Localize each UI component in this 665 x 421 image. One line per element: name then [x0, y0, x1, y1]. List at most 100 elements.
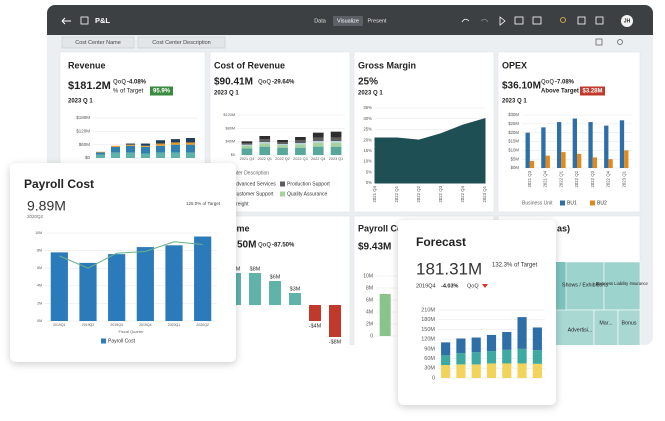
x-tick-label: 2021 Q4 — [240, 157, 255, 161]
x-tick-label: 2019Q2 — [82, 323, 95, 327]
card-title: as) — [557, 223, 570, 233]
back-icon[interactable] — [61, 17, 71, 25]
card-title: Forecast — [416, 235, 466, 249]
redo-icon[interactable] — [480, 18, 489, 23]
treemap-cell[interactable] — [565, 261, 605, 311]
period: 2019Q4 — [416, 283, 436, 289]
bar-segment — [259, 146, 271, 155]
bar-segment — [165, 245, 183, 321]
tab-active — [333, 16, 363, 26]
share-icon[interactable] — [577, 16, 586, 25]
x-tick-label: 2022 Q2 — [574, 170, 579, 187]
legend-label: Quality Assurance — [287, 191, 328, 197]
bar-segment — [486, 351, 497, 364]
y-tick-label: $80M — [226, 126, 236, 130]
bar-segment — [471, 337, 481, 353]
tab[interactable]: Present — [368, 18, 387, 24]
bar-segment — [136, 247, 154, 321]
kpi-value: $36.10M — [502, 81, 541, 92]
kpi-value: 25% — [358, 77, 378, 88]
save-icon[interactable] — [595, 16, 604, 25]
qoq-label: QoQ — [258, 243, 271, 249]
bar-segment — [441, 342, 451, 356]
qoq-label: QoQ — [258, 80, 271, 86]
target: 125.0% of Target — [186, 201, 221, 206]
x-tick-label: 2021 Q4 — [543, 170, 548, 187]
bar — [577, 153, 582, 168]
bar-segment — [277, 140, 288, 142]
bar-segment — [241, 148, 253, 155]
bar-segment — [259, 143, 271, 147]
x-tick-label: 2019Q3 — [110, 323, 123, 327]
filter-button[interactable] — [137, 36, 226, 49]
data-label: $6M — [270, 274, 281, 280]
kpi-value: 9.89M — [27, 198, 66, 214]
y-tick-label: 6M — [366, 297, 373, 303]
target-value: 95.9% — [153, 89, 171, 95]
y-tick-label: 10M — [35, 231, 42, 235]
y-tick-label: 0% — [366, 180, 372, 185]
x-tick-label: 2022 Q4 — [311, 157, 326, 161]
bar — [289, 293, 301, 305]
avatar-initials: JH — [624, 18, 631, 24]
tab[interactable]: Data — [314, 18, 327, 24]
period: 2023 Q 1 — [214, 91, 239, 97]
bar-segment — [441, 355, 451, 366]
data-label: $3M — [290, 286, 301, 292]
bar-segment — [259, 142, 271, 144]
legend-title: Cost Center Description — [216, 170, 269, 176]
bar-segment — [330, 137, 342, 141]
filter-icon[interactable] — [595, 38, 603, 46]
legend-swatch — [280, 181, 285, 187]
payroll-card: Payroll Cost 9.89M 2020Q2 125.0% of Targ… — [10, 163, 236, 362]
x-tick-label: 2023 Q1 — [621, 170, 626, 187]
y-tick-label: 35% — [363, 105, 372, 110]
bar — [619, 120, 625, 168]
target: 132.3% of Target — [492, 263, 538, 269]
bar-segment — [517, 348, 527, 364]
period: 2020Q2 — [27, 214, 44, 219]
y-tick-label: 0 — [432, 375, 435, 381]
bar-segment — [532, 363, 542, 378]
bar-segment — [156, 143, 165, 146]
idea-icon[interactable] — [560, 17, 566, 23]
y-tick-label: 6M — [37, 266, 42, 270]
play-icon[interactable] — [499, 16, 506, 26]
y-tick-label: 90M — [424, 346, 435, 352]
settings-icon[interactable] — [617, 39, 623, 45]
legend-label: BU2 — [597, 200, 607, 206]
qoq-value: -4.08% — [127, 80, 147, 86]
bar — [608, 159, 613, 168]
bar-segment — [111, 152, 120, 158]
x-tick-label: 2022 Q3 — [438, 185, 443, 202]
y-tick-label: 30% — [363, 116, 372, 121]
bar-segment — [471, 352, 481, 365]
bar-segment — [171, 144, 180, 153]
bar-segment — [312, 141, 324, 143]
chat-icon[interactable] — [532, 16, 542, 25]
bar-segment — [277, 144, 288, 145]
x-tick-label: 2022 Q2 — [416, 185, 421, 202]
undo-icon[interactable] — [461, 18, 470, 23]
screen-icon[interactable] — [514, 16, 524, 25]
y-tick-label: 150M — [421, 327, 435, 333]
bar-segment — [517, 363, 527, 378]
bar-segment — [186, 152, 195, 158]
target-value: $3.28M — [582, 89, 602, 95]
qoq-value: -29.64% — [272, 80, 295, 86]
x-tick-label: 2020Q1 — [168, 323, 181, 327]
legend-label: Production Support — [287, 181, 330, 187]
bar-segment — [330, 141, 342, 143]
y-tick-label: 8M — [37, 249, 42, 253]
treemap-cell[interactable] — [603, 261, 641, 311]
treemap-cell[interactable] — [617, 309, 641, 350]
tab[interactable]: Visualize — [337, 18, 359, 24]
treemap-label: Mar... — [599, 320, 612, 326]
y-tick-label: 30M — [424, 366, 435, 372]
y-tick-label: $180M — [76, 115, 90, 120]
filter-button[interactable] — [61, 36, 135, 49]
bar — [329, 305, 341, 337]
treemap-cell[interactable] — [593, 309, 619, 350]
avatar[interactable] — [621, 15, 633, 27]
